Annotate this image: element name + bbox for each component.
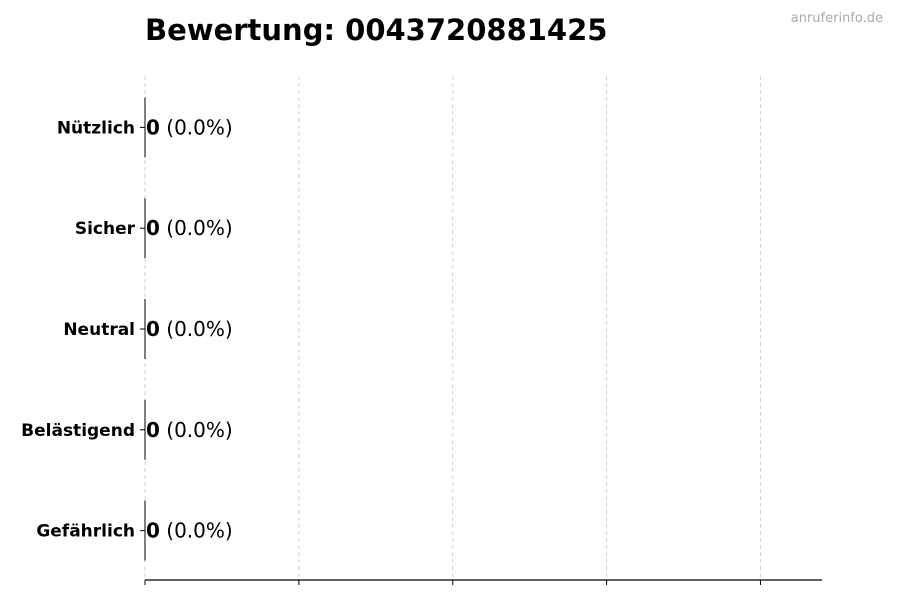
data-label-count: 0 [146,418,160,442]
data-label-count: 0 [146,115,160,139]
watermark: anruferinfo.de [791,11,883,26]
y-tick-label: Nützlich [57,118,135,138]
data-label-percent: (0.0%) [160,115,233,139]
data-label: 0 (0.0%) [146,216,233,240]
data-label-percent: (0.0%) [160,519,233,543]
data-label-percent: (0.0%) [160,418,233,442]
data-label: 0 (0.0%) [146,519,233,543]
data-label-percent: (0.0%) [160,317,233,341]
y-tick-label: Neutral [63,320,135,340]
y-tick-label: Sicher [75,219,136,239]
data-label-count: 0 [146,317,160,341]
chart-title: Bewertung: 0043720881425 [145,13,607,47]
data-label: 0 (0.0%) [146,115,233,139]
data-label-percent: (0.0%) [160,216,233,240]
data-label-count: 0 [146,519,160,543]
data-label: 0 (0.0%) [146,317,233,341]
data-label: 0 (0.0%) [146,418,233,442]
y-tick-label: Gefährlich [36,522,135,542]
y-tick-label: Belästigend [21,421,135,441]
data-label-count: 0 [146,216,160,240]
